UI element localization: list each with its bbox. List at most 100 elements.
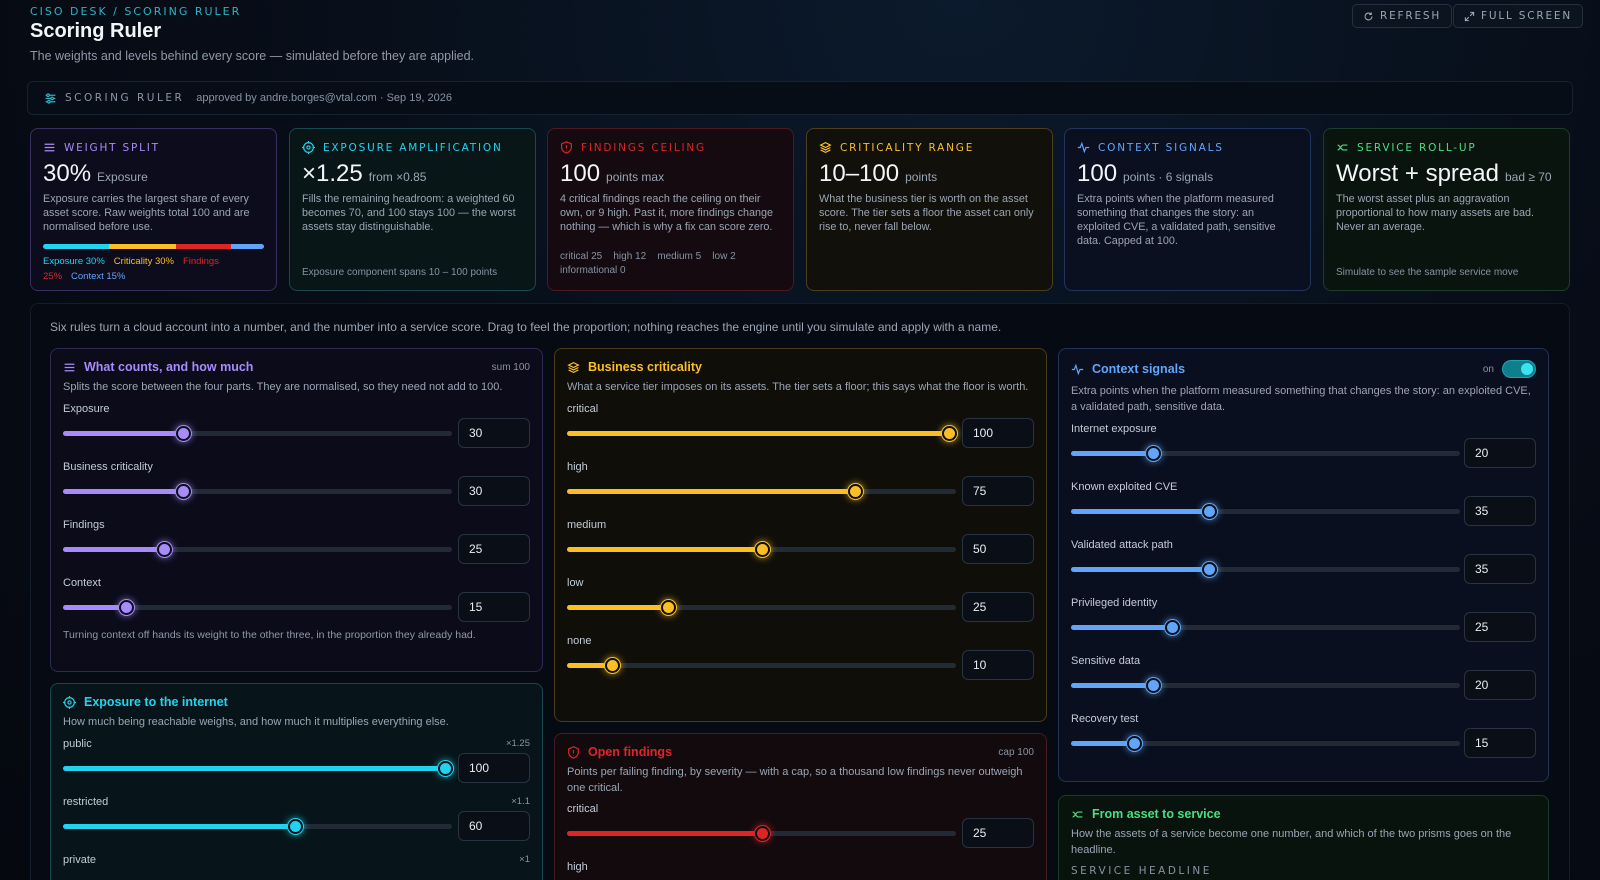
context-toggle[interactable] — [1502, 360, 1536, 378]
slider-handle[interactable] — [119, 599, 135, 615]
slider-track[interactable] — [63, 541, 452, 557]
value-input[interactable]: 30 — [458, 417, 530, 448]
slider-handle[interactable] — [754, 826, 770, 841]
slider-row: Exposure 30 — [63, 401, 530, 459]
slider-track[interactable] — [1071, 562, 1460, 577]
slider-handle[interactable] — [1127, 736, 1143, 751]
rules-intro: Six rules turn a cloud account into a nu… — [50, 320, 1002, 334]
card-title: FINDINGS CEILING — [581, 141, 706, 154]
slider-track[interactable] — [63, 425, 452, 441]
value-input[interactable]: 100 — [458, 752, 530, 783]
slider-track[interactable] — [567, 599, 956, 615]
slider-fill — [63, 765, 452, 771]
card-description: Exposure carries the largest share of ev… — [43, 193, 250, 233]
slider-fill — [567, 488, 859, 494]
slider-label: Context — [63, 576, 101, 589]
weight-split-legend: Exposure 30% Criticality 30% Findings 25% C… — [43, 254, 264, 284]
slider-handle[interactable] — [1164, 620, 1180, 635]
slider-handle[interactable] — [604, 657, 620, 673]
value-input[interactable]: 60 — [458, 810, 530, 841]
slider-label: private — [63, 853, 97, 866]
slider-handle[interactable] — [288, 818, 303, 834]
value-input[interactable]: 25 — [1464, 612, 1536, 642]
slider-fill — [1071, 625, 1169, 630]
value-input[interactable]: 15 — [1464, 728, 1536, 758]
slider-handle[interactable] — [1202, 504, 1218, 519]
slider-track[interactable] — [63, 483, 452, 499]
slider-handle[interactable] — [438, 760, 453, 776]
breadcrumb: CISO DESK / SCORING RULER — [30, 5, 242, 18]
slider-track[interactable] — [1071, 446, 1460, 461]
slider-label: high — [567, 460, 588, 473]
slider-track[interactable] — [63, 818, 452, 834]
slider-track[interactable] — [1071, 736, 1460, 751]
value-input[interactable]: 25 — [962, 818, 1034, 848]
slider-track[interactable] — [567, 826, 956, 841]
value-input[interactable]: 20 — [1464, 670, 1536, 700]
multiplier-label: ×1.1 — [511, 795, 530, 807]
findings-panel: Open findings cap 100 Points per failing… — [554, 733, 1047, 880]
card-value-sub: bad ≥ 70 — [1504, 170, 1552, 184]
value-input[interactable]: 25 — [458, 533, 530, 564]
card-title: CONTEXT SIGNALS — [1098, 141, 1224, 154]
slider-handle[interactable] — [156, 541, 172, 557]
slider-track[interactable] — [63, 599, 452, 615]
slider-row: none 10 — [567, 633, 1034, 691]
weight-split-card: WEIGHT SPLIT 30% Exposure Exposure carrie… — [30, 128, 277, 291]
slider-row: Validated attack path 35 — [1071, 537, 1536, 595]
slider-label: medium — [567, 518, 607, 531]
slider-track[interactable] — [1071, 620, 1460, 635]
shield-icon — [568, 745, 579, 759]
slider-handle[interactable] — [848, 483, 864, 499]
slider-handle[interactable] — [175, 483, 191, 499]
slider-track[interactable] — [567, 657, 956, 673]
split-segment — [230, 244, 264, 249]
value-input[interactable]: 15 — [458, 591, 530, 622]
slider-track[interactable] — [63, 760, 453, 776]
fullscreen-button[interactable]: FULL SCREEN — [1453, 4, 1583, 28]
refresh-icon — [1364, 11, 1373, 20]
slider-fill — [63, 430, 180, 436]
slider-label: Privileged identity — [1071, 597, 1158, 609]
value-input[interactable]: 100 — [962, 417, 1034, 448]
slider-track[interactable] — [1071, 678, 1460, 693]
slider-row: public ×1.25 100 — [63, 736, 530, 794]
card-title: CRITICALITY RANGE — [840, 141, 975, 154]
value-input[interactable]: 50 — [962, 533, 1034, 564]
slider-fill — [567, 831, 762, 836]
card-footnote: Simulate to see the sample service move — [1336, 267, 1519, 278]
slider-label: critical — [567, 402, 599, 415]
value-input[interactable]: 25 — [962, 591, 1034, 622]
slider-handle[interactable] — [1146, 446, 1161, 461]
slider-track[interactable] — [567, 483, 956, 499]
weights-rows: Exposure 30 Business criticality 30 Findings… — [63, 401, 530, 633]
value-input[interactable]: 75 — [962, 475, 1034, 506]
slider-handle[interactable] — [1146, 678, 1161, 693]
slider-handle[interactable] — [175, 425, 191, 441]
value-input[interactable]: 20 — [1464, 438, 1536, 468]
slider-handle[interactable] — [754, 541, 770, 557]
ruler-banner: SCORING RULER approved by andre.borges@v… — [27, 81, 1573, 115]
slider-label: none — [567, 634, 592, 647]
value-input[interactable]: 30 — [458, 475, 530, 506]
value-input[interactable]: 35 — [1464, 496, 1536, 526]
slider-track[interactable] — [567, 541, 956, 557]
toggle-label: on — [1482, 363, 1494, 375]
slider-track[interactable] — [1071, 504, 1460, 519]
value-input[interactable]: 10 — [962, 649, 1034, 680]
slider-fill — [1071, 451, 1149, 456]
weight-split-bar — [43, 244, 264, 249]
slider-row: private ×1 — [63, 852, 530, 880]
slider-track[interactable] — [567, 425, 957, 441]
sliders-icon — [45, 92, 56, 104]
slider-handle[interactable] — [660, 599, 676, 615]
slider-fill — [63, 488, 180, 494]
value-input[interactable]: 35 — [1464, 554, 1536, 584]
slider-handle[interactable] — [1202, 562, 1218, 577]
slider-handle[interactable] — [942, 425, 957, 441]
slider-label: restricted — [63, 795, 109, 808]
refresh-button[interactable]: REFRESH — [1352, 4, 1453, 28]
context-toggle-group: on — [1483, 360, 1536, 378]
context-rows: Internet exposure 20 Known exploited CVE 35… — [1071, 421, 1536, 769]
multiplier-label: ×1.25 — [505, 737, 530, 749]
